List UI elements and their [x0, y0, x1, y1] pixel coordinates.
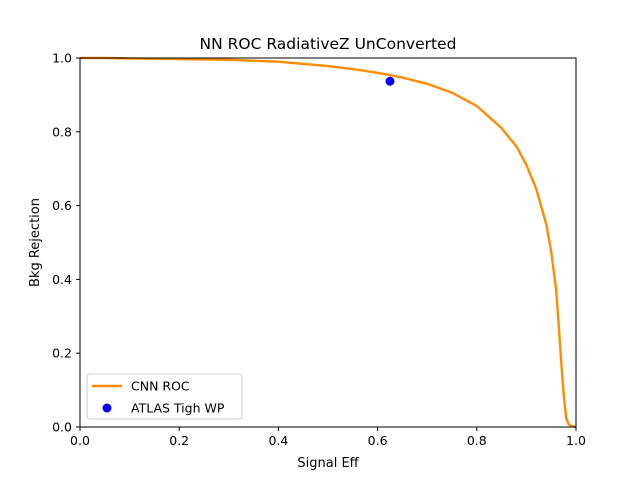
y-axis-label: Bkg Rejection: [28, 198, 43, 287]
legend-point-swatch: [102, 403, 112, 413]
data-point-atlas-wp: [385, 76, 395, 86]
x-tick-label: 0.2: [169, 433, 189, 448]
legend-box: [86, 373, 243, 420]
y-tick-label: 0.8: [52, 124, 72, 139]
y-tick-label: 0.2: [52, 346, 72, 361]
x-tick-label: 0.8: [467, 433, 487, 448]
x-tick-label: 0.0: [70, 433, 90, 448]
y-tick-label: 0.0: [52, 420, 72, 435]
legend: CNN ROC ATLAS Tigh WP: [86, 373, 243, 420]
axes-frame: [79, 57, 577, 428]
series-line-cnn-roc: [80, 56, 577, 429]
chart-title: NN ROC RadiativeZ UnConverted: [200, 35, 457, 53]
legend-label-atlas-wp: ATLAS Tigh WP: [131, 401, 225, 416]
x-tick-label: 1.0: [566, 433, 586, 448]
plot-area: [80, 56, 577, 429]
y-tick-label: 0.4: [52, 272, 72, 287]
x-axis-label: Signal Eff: [297, 456, 359, 471]
axis-ticks: 0.0 0.2 0.4 0.6 0.8 1.0 0.0 0.2 0.4 0.6 0.8 1.0: [52, 51, 586, 449]
y-tick-label: 1.0: [52, 51, 72, 66]
y-tick-label: 0.6: [52, 198, 72, 213]
x-tick-label: 0.4: [268, 433, 288, 448]
legend-label-cnn-roc: CNN ROC: [131, 379, 190, 394]
x-tick-label: 0.6: [368, 433, 388, 448]
